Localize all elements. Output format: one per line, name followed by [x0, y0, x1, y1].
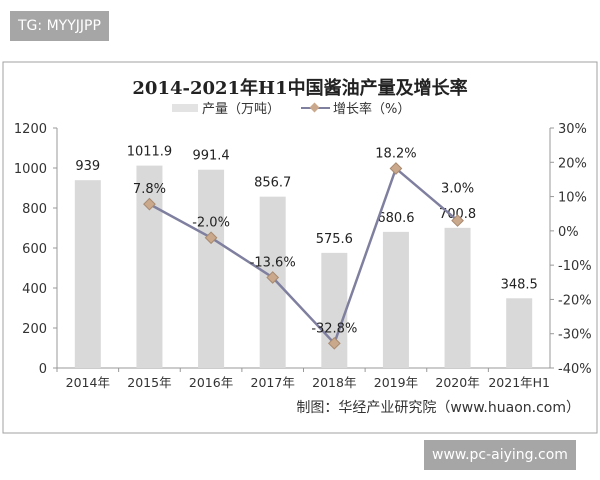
legend-bar-swatch	[172, 104, 198, 112]
left-tick-label: 1000	[14, 162, 47, 177]
bar-label: 348.5	[501, 277, 538, 292]
line-label: 18.2%	[375, 146, 416, 161]
line-marker	[266, 271, 280, 284]
left-tick-label: 400	[22, 282, 47, 297]
left-tick-label: 800	[22, 202, 47, 217]
bar-label: 575.6	[316, 232, 353, 247]
left-tick-label: 600	[22, 242, 47, 257]
chart-frame	[2, 61, 598, 434]
x-tick-label: 2019年	[374, 375, 418, 390]
right-tick-label: -20%	[558, 293, 592, 308]
right-tick-label: 20%	[558, 156, 587, 171]
legend-line-label: 增长率（%）	[333, 101, 410, 117]
line-label: -13.6%	[250, 255, 296, 270]
right-tick-label: 30%	[558, 122, 587, 137]
line-marker	[451, 214, 464, 227]
right-tick-label: -30%	[558, 328, 592, 343]
right-tick-label: 0%	[558, 225, 579, 240]
bar	[444, 227, 471, 368]
x-tick-label: 2018年	[312, 375, 356, 390]
legend: 产量（万吨） 增长率（%）	[172, 101, 410, 117]
bar	[506, 298, 533, 368]
x-tick-label: 2014年	[66, 375, 110, 390]
x-tick-label: 2021年H1	[488, 375, 550, 390]
bar-label: 680.6	[377, 211, 414, 226]
line-marker	[204, 231, 218, 245]
left-tick-label: 0	[39, 362, 47, 377]
right-tick-label: 10%	[558, 191, 587, 206]
left-tick-label: 1200	[14, 122, 47, 137]
watermark-bottom: www.pc-aiying.com	[424, 440, 576, 470]
x-tick-label: 2015年	[127, 375, 171, 390]
line-label: 7.8%	[133, 182, 166, 197]
bar	[198, 169, 225, 368]
bar	[74, 180, 101, 368]
chart-title: 2014-2021年H1中国酱油产量及增长率	[132, 77, 467, 99]
watermark-top: TG: MYYJJPP	[10, 11, 109, 41]
x-tick-label: 2020年	[435, 375, 479, 390]
source-note: 制图：华经产业研究院（www.huaon.com）	[296, 400, 580, 416]
bar-label: 939	[75, 159, 100, 174]
bar	[382, 231, 409, 368]
left-tick-label: 200	[22, 322, 47, 337]
right-tick-label: -10%	[558, 259, 592, 274]
line-marker	[327, 336, 341, 350]
line-marker	[143, 197, 156, 211]
bar-label: 991.4	[192, 149, 229, 164]
x-tick-label: 2017年	[251, 375, 295, 390]
bar	[321, 252, 348, 368]
line-marker	[389, 162, 403, 175]
growth-line	[148, 166, 459, 346]
bar-label: 1011.9	[127, 145, 173, 160]
line-label: 3.0%	[441, 182, 474, 197]
right-tick-label: -40%	[558, 362, 592, 377]
line-label: -32.8%	[311, 321, 357, 336]
legend-bar-label: 产量（万吨）	[202, 102, 280, 117]
x-tick-label: 2016年	[189, 375, 233, 390]
bar-label: 856.7	[254, 176, 291, 191]
line-label: -2.0%	[192, 216, 230, 231]
